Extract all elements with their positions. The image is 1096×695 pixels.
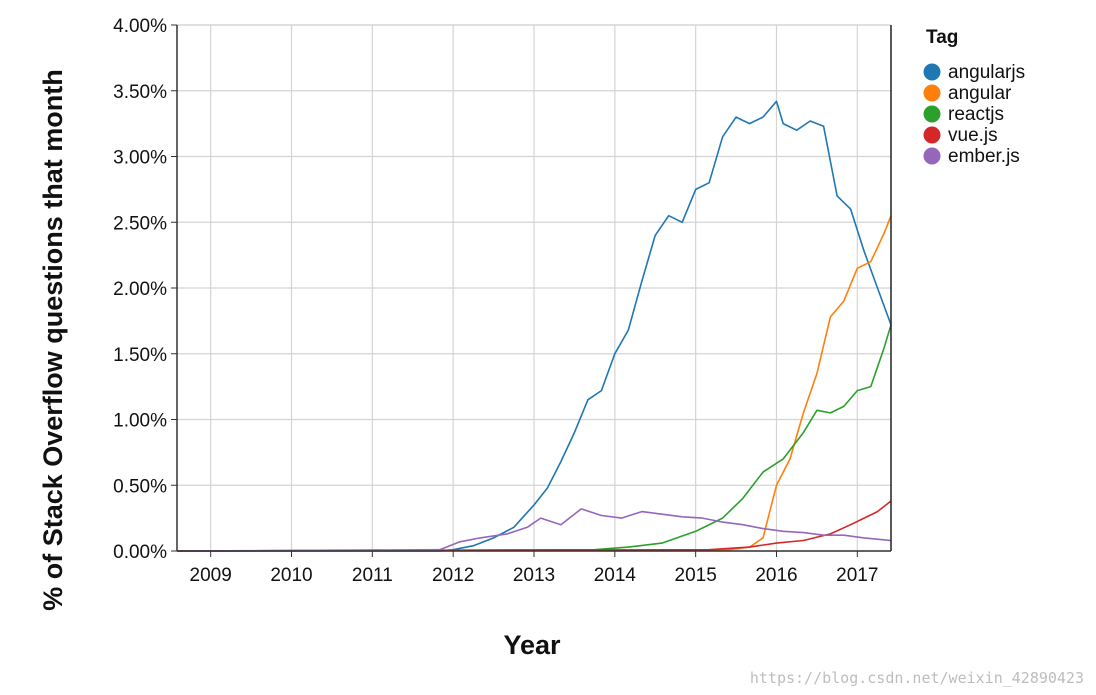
watermark: https://blog.csdn.net/weixin_42890423 <box>749 669 1084 687</box>
legend: Tag angularjsangularreactjsvue.jsember.j… <box>923 27 1025 167</box>
y-tick-label: 3.00% <box>113 148 167 169</box>
y-tick-label: 4.00% <box>113 16 167 37</box>
y-tick-label: 1.00% <box>113 411 167 432</box>
series-line-angular <box>176 215 892 552</box>
x-tick-label: 2014 <box>594 565 637 586</box>
series-lines <box>176 100 892 552</box>
x-tick-label: 2015 <box>675 565 717 586</box>
y-axis-ticks: 0.00% 0.50% 1.00% 1.50% 2.00% 2.50% 3.00% 3.50%… <box>113 16 177 563</box>
grid-lines <box>177 24 891 552</box>
x-axis-title: Year <box>503 630 561 660</box>
legend-entry-label: reactjs <box>948 104 1004 125</box>
y-axis-title: % of Stack Overflow questions that month <box>38 69 68 611</box>
legend-entry-label: vue.js <box>948 125 998 146</box>
x-tick-label: 2009 <box>190 565 232 586</box>
series-line-vue-js <box>176 500 892 552</box>
x-tick-label: 2017 <box>836 565 878 586</box>
y-tick-label: 1.50% <box>113 345 167 366</box>
x-tick-label: 2012 <box>432 565 474 586</box>
legend-swatch <box>923 63 941 81</box>
x-tick-label: 2013 <box>513 565 555 586</box>
series-line-reactjs <box>176 324 892 552</box>
legend-entry-label: angularjs <box>948 62 1025 83</box>
legend-swatch <box>923 84 941 102</box>
y-tick-label: 0.50% <box>113 476 167 497</box>
legend-entry-label: angular <box>948 83 1012 104</box>
x-axis-ticks: 2009 2010 2011 2012 2013 2014 2015 2016 2017 <box>190 551 878 586</box>
legend-swatch <box>923 105 941 123</box>
y-tick-label: 0.00% <box>113 542 167 563</box>
series-line-angularjs <box>177 100 892 552</box>
legend-swatch <box>923 126 941 144</box>
y-tick-label: 2.50% <box>113 213 167 234</box>
x-tick-label: 2010 <box>270 565 312 586</box>
x-tick-label: 2011 <box>352 565 393 586</box>
legend-swatch <box>923 147 941 165</box>
legend-entry-label: ember.js <box>948 146 1020 167</box>
y-tick-label: 2.00% <box>113 279 167 300</box>
y-tick-label: 3.50% <box>113 82 167 103</box>
series-line-ember-js <box>176 508 892 552</box>
x-tick-label: 2016 <box>755 565 797 586</box>
legend-title: Tag <box>926 27 958 48</box>
